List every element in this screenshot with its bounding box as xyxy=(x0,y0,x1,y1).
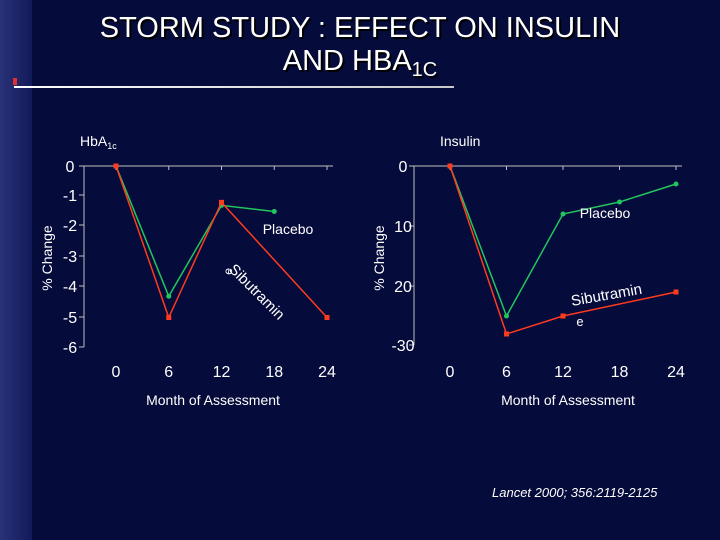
hba1c-series-1-point-3 xyxy=(324,315,330,320)
insulin-series-1-line xyxy=(449,165,677,335)
insulin-ytick-label-0: 0 xyxy=(399,159,408,176)
insulin-sibutramine-label-tail: e xyxy=(576,314,583,329)
insulin-series-1-point-2 xyxy=(560,313,566,319)
insulin-panel-title: Insulin xyxy=(440,133,480,149)
insulin-xtick-label-2: 12 xyxy=(554,364,572,381)
left-decorative-bar xyxy=(0,0,32,540)
insulin-y-axis-label: % Change xyxy=(371,225,387,291)
hba1c-series-0-line xyxy=(115,165,275,298)
title-line-2-text: AND HBA xyxy=(282,45,412,77)
insulin-series-0-point-4 xyxy=(673,181,679,187)
hba1c-series-1-point-2 xyxy=(219,199,224,205)
hba1c-panel-title: HbA1c xyxy=(80,133,117,151)
title-line-2: AND HBA1C xyxy=(40,45,680,87)
hba1c-ytick-label-2: -2 xyxy=(63,218,77,235)
insulin-ytick-label-1: 10 xyxy=(394,219,412,236)
hba1c-series-1-point-1 xyxy=(166,315,172,320)
title-underline xyxy=(14,86,454,88)
title-subscript: 1C xyxy=(411,59,438,81)
hba1c-xtick-label-2: 12 xyxy=(213,364,231,381)
hba1c-ytick-label-4: -4 xyxy=(63,279,77,296)
insulin-sibutramine-label: Sibutramin xyxy=(570,281,644,310)
hba1c-ytick-label-3: -3 xyxy=(63,249,77,266)
hba1c-ytick-label-0: 0 xyxy=(66,159,75,176)
hba1c-series-0-point-3 xyxy=(271,208,277,214)
slide-title: STORM STUDY : EFFECT ON INSULIN AND HBA1… xyxy=(40,12,680,87)
insulin-x-axis-label: Month of Assessment xyxy=(501,392,635,408)
hba1c-xtick-label-4: 24 xyxy=(318,364,336,381)
citation: Lancet 2000; 356:2119-2125 xyxy=(492,485,658,500)
hba1c-series-1-point-0 xyxy=(113,163,119,169)
hba1c-ytick-label-6: -6 xyxy=(63,340,77,357)
insulin-xtick-label-4: 24 xyxy=(667,364,685,381)
insulin-series-1-point-0 xyxy=(447,163,453,169)
insulin-ytick-label-2: 20 xyxy=(394,279,412,296)
hba1c-xtick-label-0: 0 xyxy=(112,364,121,381)
insulin-series-0-point-2 xyxy=(560,211,566,217)
hba1c-series-1-line xyxy=(115,165,328,320)
insulin-xtick-label-0: 0 xyxy=(446,364,455,381)
insulin-xtick-label-1: 6 xyxy=(502,364,511,381)
insulin-xtick-label-3: 18 xyxy=(611,364,629,381)
title-line-1: STORM STUDY : EFFECT ON INSULIN xyxy=(99,12,621,44)
insulin-series-0-point-3 xyxy=(617,199,622,205)
hba1c-ytick-label-5: -5 xyxy=(63,310,77,327)
insulin-series-1-point-3 xyxy=(673,289,679,295)
insulin-ytick-label-3: -30 xyxy=(391,338,414,355)
hba1c-ytick-label-1: -1 xyxy=(63,188,77,205)
hba1c-series-0-point-1 xyxy=(166,293,172,299)
insulin-series-0-point-1 xyxy=(504,313,509,319)
hba1c-y-axis-label: % Change xyxy=(39,225,55,291)
insulin-series-1-point-1 xyxy=(504,331,509,337)
hba1c-xtick-label-1: 6 xyxy=(164,364,173,381)
left-accent-mark xyxy=(13,78,17,85)
insulin-placebo-label: Placebo xyxy=(580,205,631,221)
hba1c-placebo-label: Placebo xyxy=(263,221,314,237)
hba1c-panel-title-sub: 1c xyxy=(107,141,117,151)
hba1c-sibutramine-label-tail: e xyxy=(221,266,236,275)
hba1c-x-axis-label: Month of Assessment xyxy=(146,392,280,408)
hba1c-xtick-label-3: 18 xyxy=(265,364,283,381)
